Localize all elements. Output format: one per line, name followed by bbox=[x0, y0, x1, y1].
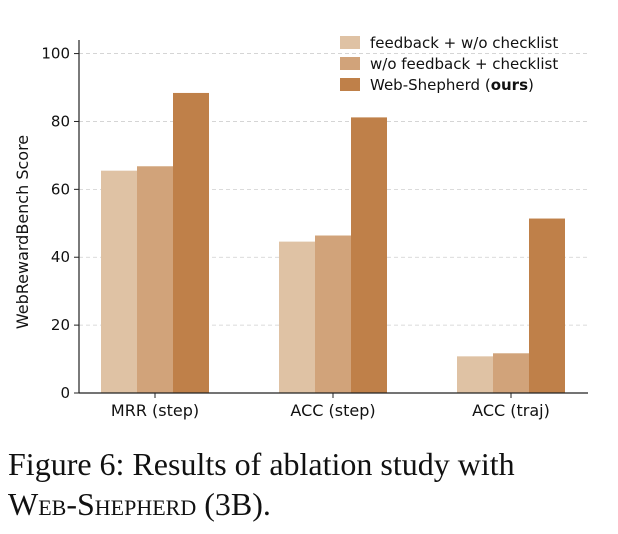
y-ticks: 0 20 40 60 80 100 bbox=[41, 45, 79, 402]
y-tick-label: 100 bbox=[41, 45, 70, 63]
caption-suffix: (3B). bbox=[196, 486, 271, 522]
legend-swatch-3 bbox=[340, 78, 360, 91]
bar-2-2 bbox=[315, 235, 351, 393]
x-tick-label: MRR (step) bbox=[111, 401, 199, 420]
bar-chart: 0 20 40 60 80 100 MRR (step) ACC (step) ACC (tr… bbox=[13, 34, 588, 420]
legend-label-1: feedback + w/o checklist bbox=[370, 34, 558, 52]
y-tick-label: 20 bbox=[51, 316, 70, 334]
bar-3-2 bbox=[351, 117, 387, 393]
caption-prefix: Figure 6: Results of ablation study with bbox=[8, 446, 515, 482]
caption-model-name: Web-Shepherd bbox=[8, 486, 197, 522]
y-tick-label: 40 bbox=[51, 248, 70, 266]
bars bbox=[101, 92, 565, 393]
y-tick-label: 60 bbox=[51, 180, 70, 198]
bar-1-1 bbox=[101, 170, 137, 393]
legend-swatch-1 bbox=[340, 36, 360, 49]
y-tick-label: 0 bbox=[60, 384, 70, 402]
y-axis-label: WebRewardBench Score bbox=[13, 135, 32, 329]
bar-2-1 bbox=[137, 166, 173, 393]
figure-caption: Figure 6: Results of ablation study with… bbox=[8, 444, 614, 524]
bar-1-3 bbox=[457, 356, 493, 393]
legend-swatch-2 bbox=[340, 57, 360, 70]
x-ticks: MRR (step) ACC (step) ACC (traj) bbox=[111, 393, 550, 420]
legend-label-2: w/o feedback + checklist bbox=[370, 55, 558, 73]
y-tick-label: 80 bbox=[51, 112, 70, 130]
bar-1-2 bbox=[279, 241, 315, 393]
legend: feedback + w/o checklist w/o feedback + c… bbox=[340, 34, 558, 94]
x-tick-label: ACC (step) bbox=[290, 401, 375, 420]
bar-3-1 bbox=[173, 92, 209, 393]
bar-2-3 bbox=[493, 353, 529, 393]
x-tick-label: ACC (traj) bbox=[472, 401, 550, 420]
bar-3-3 bbox=[529, 218, 565, 393]
legend-label-3: Web-Shepherd (ours) bbox=[370, 76, 534, 94]
